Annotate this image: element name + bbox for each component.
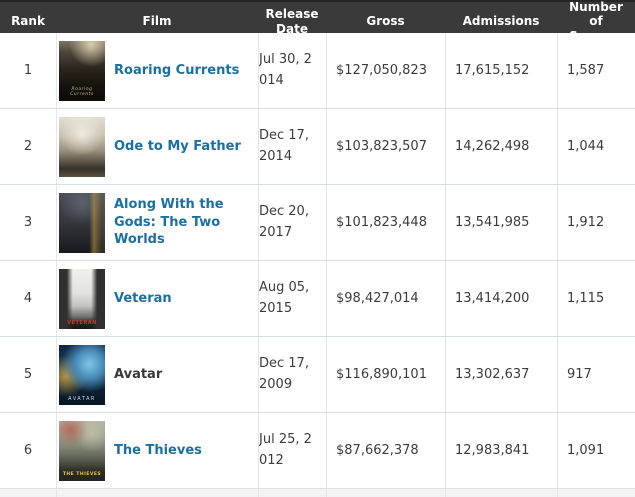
rank-value: 3 [23, 215, 33, 230]
admissions-value: 13,541,985 [455, 215, 530, 230]
film-cell: Roaring Currents Roaring Currents [56, 33, 258, 108]
screens-value: 1,115 [567, 291, 605, 306]
gross-value: $103,823,507 [336, 139, 427, 154]
screens-value: 1,044 [567, 139, 605, 154]
gross-cell: $103,823,507 [326, 109, 445, 184]
rank-cell: 1 [0, 33, 56, 108]
film-title-link: Avatar [114, 366, 163, 382]
rank-value: 6 [23, 443, 33, 458]
gross-cell: $116,890,101 [326, 337, 445, 412]
admissions-value: 14,262,498 [455, 139, 530, 154]
admissions-value: 13,302,637 [455, 367, 530, 382]
table-row: 1 Roaring Currents Roaring Currents Jul … [0, 33, 635, 109]
film-poster-thumbnail[interactable] [59, 192, 105, 253]
rank-value: 1 [23, 63, 33, 78]
film-title-link[interactable]: Veteran [114, 290, 172, 306]
table-header-row: Rank Film Release Date Gross Admissions … [0, 0, 635, 43]
gross-value: $127,050,823 [336, 63, 427, 78]
admissions-value: 13,414,200 [455, 291, 530, 306]
release-date-cell: Aug 05, 2015 [258, 261, 326, 336]
gross-cell: $98,427,014 [326, 261, 445, 336]
poster-caption: VETERAN [67, 319, 97, 326]
gross-cell: $101,823,448 [326, 185, 445, 260]
gross-value: $87,662,378 [336, 443, 419, 458]
poster-caption: THE THIEVES [62, 472, 102, 478]
admissions-cell: 13,302,637 [445, 337, 557, 412]
gross-cell: $87,662,378 [326, 413, 445, 488]
film-cell: Along With the Gods: The Two Worlds [56, 185, 258, 260]
table-row: 5 AVATAR Avatar Dec 17, 2009 $116,890,10… [0, 337, 635, 413]
poster-caption: AVATAR [68, 395, 96, 402]
release-date-cell: Dec 20, 2017 [258, 185, 326, 260]
admissions-value: 12,983,841 [455, 443, 530, 458]
header-rank: Rank [11, 14, 45, 29]
film-title-link[interactable]: Along With the Gods: The Two Worlds [114, 197, 224, 248]
film-title-link[interactable]: The Thieves [114, 442, 202, 458]
film-poster-thumbnail[interactable]: VETERAN [59, 268, 105, 329]
rank-cell: 5 [0, 337, 56, 412]
admissions-cell: 13,541,985 [445, 185, 557, 260]
table-row: 4 VETERAN Veteran Aug 05, 2015 $98,427,0… [0, 261, 635, 337]
film-cell: THE THIEVES The Thieves [56, 413, 258, 488]
gross-value: $98,427,014 [336, 291, 419, 306]
rank-cell: 2 [0, 109, 56, 184]
admissions-value: 17,615,152 [455, 63, 530, 78]
film-poster-thumbnail[interactable] [59, 116, 105, 177]
gross-value: $101,823,448 [336, 215, 427, 230]
table-row: 3 Along With the Gods: The Two Worlds De… [0, 185, 635, 261]
release-date-cell: Dec 17, 2009 [258, 337, 326, 412]
gross-value: $116,890,101 [336, 367, 427, 382]
rank-cell: 4 [0, 261, 56, 336]
rank-cell: 6 [0, 413, 56, 488]
screens-cell: 1,587 [557, 33, 635, 108]
film-cell: Ode to My Father [56, 109, 258, 184]
screens-cell: 1,912 [557, 185, 635, 260]
screens-value: 1,091 [567, 443, 605, 458]
table-row: 2 Ode to My Father Dec 17, 2014 $103,823… [0, 109, 635, 185]
release-date-cell: Dec 17, 2014 [258, 109, 326, 184]
release-date-value: Aug 05, 2015 [259, 280, 310, 316]
release-date-cell: Jul 25, 2 012 [258, 413, 326, 488]
admissions-cell: 17,615,152 [445, 33, 557, 108]
film-cell: VETERAN Veteran [56, 261, 258, 336]
admissions-cell: 14,262,498 [445, 109, 557, 184]
header-number-of-screens: Number of Screens [569, 0, 623, 43]
screens-cell: 1,091 [557, 413, 635, 488]
table-body: 1 Roaring Currents Roaring Currents Jul … [0, 33, 635, 489]
admissions-cell: 13,414,200 [445, 261, 557, 336]
film-poster-thumbnail[interactable]: AVATAR [59, 344, 105, 405]
screens-cell: 1,044 [557, 109, 635, 184]
rank-value: 2 [23, 139, 33, 154]
gross-cell: $127,050,823 [326, 33, 445, 108]
screens-cell: 1,115 [557, 261, 635, 336]
release-date-value: Dec 17, 2014 [259, 128, 309, 164]
header-release-date: Release Date [265, 7, 319, 36]
table-row: 6 THE THIEVES The Thieves Jul 25, 2 012 … [0, 413, 635, 489]
poster-caption: Roaring Currents [70, 86, 94, 98]
release-date-value: Dec 20, 2017 [259, 204, 309, 240]
header-gross: Gross [366, 14, 405, 29]
film-title-link[interactable]: Roaring Currents [114, 62, 240, 78]
screens-value: 917 [567, 367, 592, 382]
release-date-cell: Jul 30, 2 014 [258, 33, 326, 108]
header-admissions: Admissions [462, 14, 540, 29]
partial-next-row [0, 489, 635, 497]
release-date-value: Jul 30, 2 014 [259, 52, 312, 88]
film-title-link[interactable]: Ode to My Father [114, 138, 241, 154]
film-cell: AVATAR Avatar [56, 337, 258, 412]
release-date-value: Dec 17, 2009 [259, 356, 309, 392]
release-date-value: Jul 25, 2 012 [259, 432, 312, 468]
rank-value: 5 [23, 367, 33, 382]
screens-value: 1,912 [567, 215, 605, 230]
film-poster-thumbnail[interactable]: Roaring Currents [59, 40, 105, 101]
admissions-cell: 12,983,841 [445, 413, 557, 488]
rank-value: 4 [23, 291, 33, 306]
film-poster-thumbnail[interactable]: THE THIEVES [59, 420, 105, 481]
rank-cell: 3 [0, 185, 56, 260]
header-film: Film [142, 14, 172, 29]
screens-cell: 917 [557, 337, 635, 412]
screens-value: 1,587 [567, 63, 605, 78]
